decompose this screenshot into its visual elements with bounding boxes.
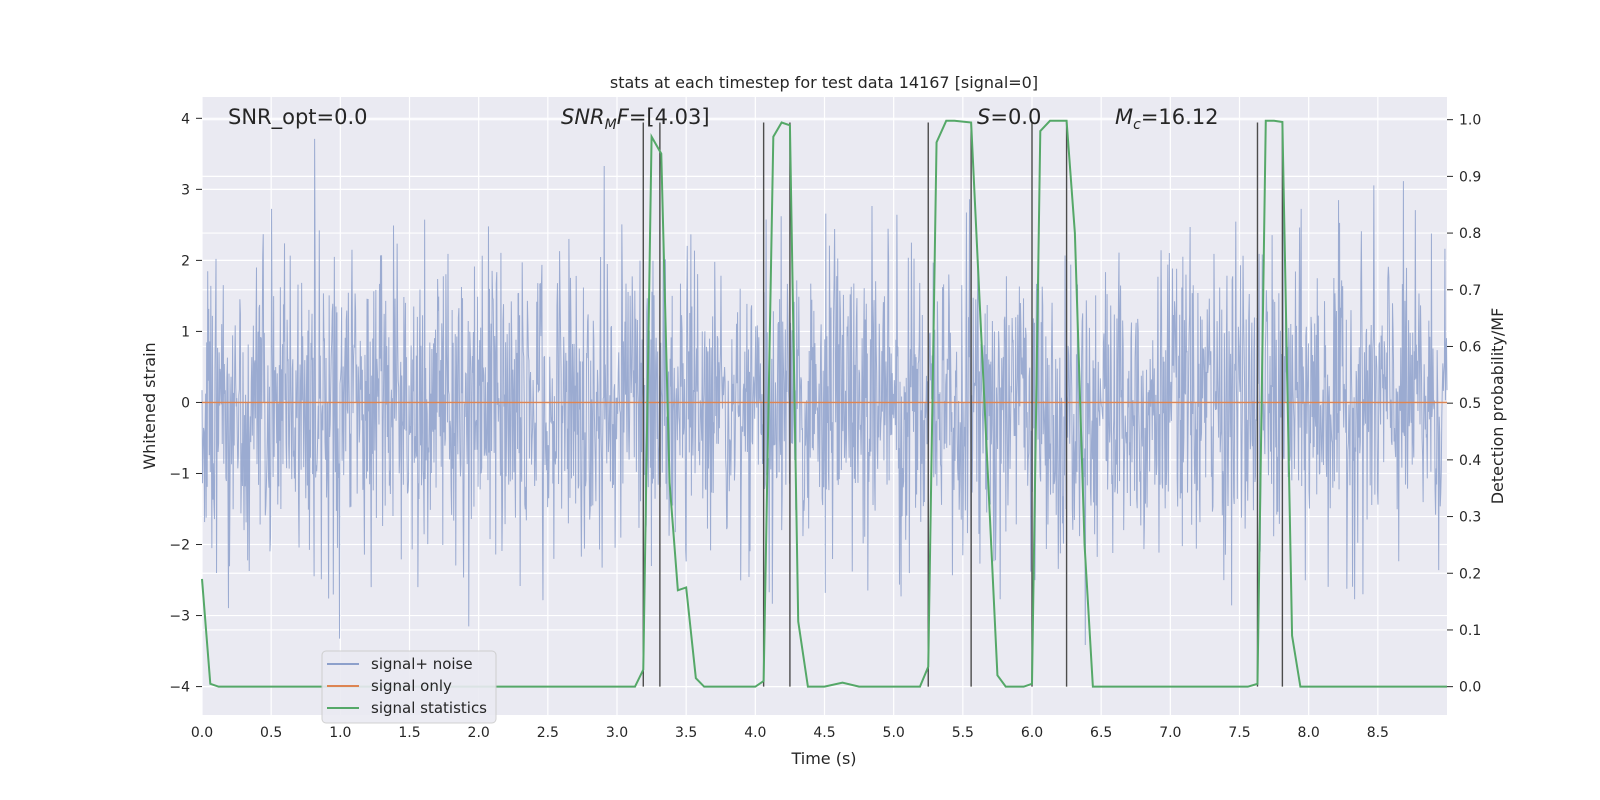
x-axis-label: Time (s) xyxy=(790,749,856,768)
annotation-s: S=0.0 xyxy=(977,105,1041,129)
x-tick-label: 3.0 xyxy=(606,725,628,741)
chart-title: stats at each timestep for test data 141… xyxy=(610,73,1038,92)
y2-tick-label: 0.4 xyxy=(1459,453,1481,469)
signal-statistics-series xyxy=(201,119,1447,688)
y2-tick-label: 0.6 xyxy=(1459,339,1481,355)
signal-statistics-line xyxy=(201,119,1447,688)
y-axis-label: Whitened strain xyxy=(140,342,159,469)
signal-noise-series xyxy=(201,138,1448,646)
x-tick-label: 8.5 xyxy=(1367,725,1389,741)
y-tick-label: −1 xyxy=(169,466,190,482)
legend: signal+ noise signal only signal statist… xyxy=(321,650,497,724)
vertical-markers xyxy=(642,122,1284,687)
x-tick-label: 1.0 xyxy=(329,725,351,741)
x-tick-label: 7.5 xyxy=(1228,725,1250,741)
y2-tick-label: 0.8 xyxy=(1459,226,1481,242)
x-tick-label: 0.0 xyxy=(191,725,213,741)
x-tick-label: 2.0 xyxy=(468,725,490,741)
y2-axis-ticks: 0.0 0.1 0.2 0.3 0.4 0.5 0.6 0.7 0.8 0.9 1.0 xyxy=(1447,113,1481,696)
x-tick-label: 1.5 xyxy=(398,725,420,741)
x-tick-label: 2.5 xyxy=(537,725,559,741)
y-tick-label: −3 xyxy=(169,609,190,625)
y2-tick-label: 0.5 xyxy=(1459,396,1481,412)
y-tick-label: 4 xyxy=(181,111,190,127)
y2-tick-label: 0.9 xyxy=(1459,169,1481,185)
y-tick-label: −4 xyxy=(169,680,190,696)
x-tick-label: 0.5 xyxy=(260,725,282,741)
signal-noise-line xyxy=(201,138,1448,646)
y-tick-label: 2 xyxy=(181,253,190,269)
y2-tick-label: 0.0 xyxy=(1459,680,1481,696)
y-tick-label: 3 xyxy=(181,182,190,198)
x-tick-label: 5.5 xyxy=(952,725,974,741)
annotation-mc: Mc=16.12 xyxy=(1115,105,1219,133)
annotation-snr-opt: SNR_opt=0.0 xyxy=(228,105,368,130)
y-tick-label: 0 xyxy=(181,395,190,411)
annotations: SNR_opt=0.0 SNRMF=[4.03] S=0.0 Mc=16.12 xyxy=(228,105,1219,133)
x-tick-label: 6.0 xyxy=(1021,725,1043,741)
x-axis-ticks: 0.0 0.5 1.0 1.5 2.0 2.5 3.0 3.5 4.0 4.5 5.0 5.5 6.0 6… xyxy=(191,725,1389,741)
legend-box xyxy=(321,650,497,724)
legend-label-signal-noise: signal+ noise xyxy=(371,655,473,673)
x-tick-label: 8.0 xyxy=(1298,725,1320,741)
y2-tick-label: 0.7 xyxy=(1459,283,1481,299)
legend-label-signal-only: signal only xyxy=(371,677,452,695)
y-axis-ticks: −4 −3 −2 −1 0 1 2 3 4 xyxy=(169,111,202,696)
y2-tick-label: 0.2 xyxy=(1459,566,1481,582)
y2-tick-label: 0.3 xyxy=(1459,510,1481,526)
y2-tick-label: 0.1 xyxy=(1459,623,1481,639)
y2-axis-label: Detection probability/MF xyxy=(1488,308,1507,505)
x-tick-label: 5.0 xyxy=(883,725,905,741)
legend-label-signal-statistics: signal statistics xyxy=(371,699,487,717)
y2-tick-label: 1.0 xyxy=(1459,113,1481,129)
x-tick-label: 6.5 xyxy=(1090,725,1112,741)
y-tick-label: 1 xyxy=(181,324,190,340)
x-tick-label: 4.5 xyxy=(813,725,835,741)
x-tick-label: 7.0 xyxy=(1159,725,1181,741)
annotation-snr-mf: SNRMF=[4.03] xyxy=(561,105,710,133)
x-tick-label: 3.5 xyxy=(675,725,697,741)
y-tick-label: −2 xyxy=(169,538,190,554)
x-tick-label: 4.0 xyxy=(744,725,766,741)
